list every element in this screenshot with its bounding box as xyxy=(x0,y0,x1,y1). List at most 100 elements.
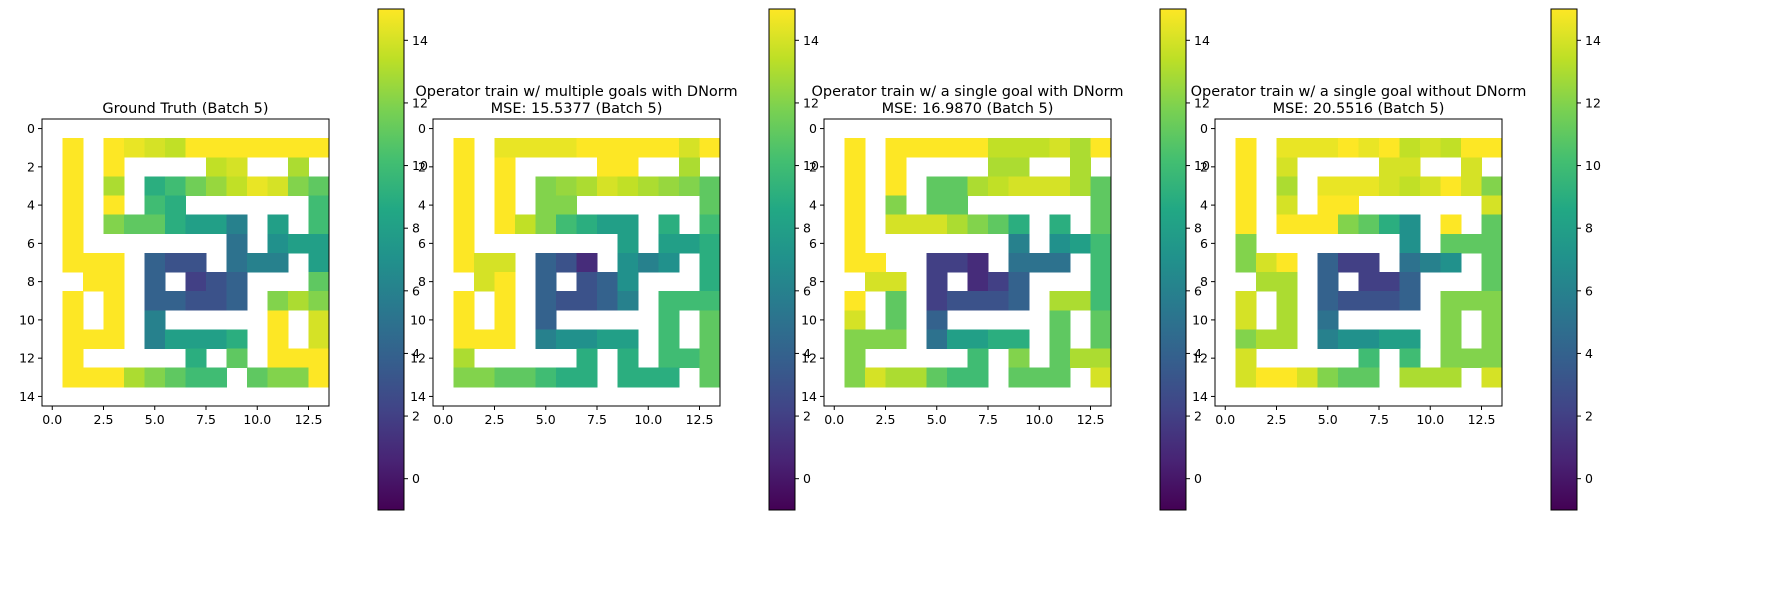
heatmap-cell xyxy=(144,367,166,388)
chart-title: Ground Truth (Batch 5) xyxy=(102,101,268,117)
heatmap-cell xyxy=(947,252,968,273)
heatmap-cell xyxy=(658,176,680,196)
heatmap-cell xyxy=(1029,252,1050,273)
heatmap-cell xyxy=(494,252,516,273)
heatmap-cell xyxy=(165,195,186,216)
heatmap-cell xyxy=(1440,252,1462,273)
colorbar-tick-label: 10 xyxy=(1585,158,1601,173)
heatmap-cell xyxy=(1399,272,1421,292)
heatmap-cell xyxy=(1379,157,1400,177)
heatmap-cell xyxy=(185,272,207,292)
heatmap-cell xyxy=(1235,195,1257,216)
heatmap-cell xyxy=(926,291,948,311)
heatmap-cell xyxy=(308,329,330,349)
y-tick-label: 10 xyxy=(801,312,817,327)
heatmap-panel-4: 0.0 2.5 5.0 7.5 10.0 12.502468101214Operator … xyxy=(1191,8,1601,511)
heatmap-cell xyxy=(679,138,700,158)
heatmap-cell xyxy=(967,291,989,311)
heatmap-cell xyxy=(453,157,475,177)
heatmap-cell xyxy=(885,176,907,196)
heatmap-cell xyxy=(1481,138,1503,158)
x-tick-label: 0.0 xyxy=(433,412,453,427)
heatmap-cell xyxy=(1358,272,1380,292)
heatmap-cell xyxy=(1440,348,1462,369)
heatmap-cell xyxy=(885,272,907,292)
heatmap-cell xyxy=(1029,138,1050,158)
y-tick-label: 0 xyxy=(809,121,817,136)
heatmap-cell xyxy=(267,310,289,330)
heatmap-cell xyxy=(1008,176,1030,196)
heatmap-cell xyxy=(576,329,598,349)
y-tick-label: 8 xyxy=(27,274,35,289)
x-tick-label: 2.5 xyxy=(94,412,114,427)
heatmap-cell xyxy=(906,138,927,158)
colorbar-tick-label: 4 xyxy=(1585,346,1593,361)
axes-frame xyxy=(1214,118,1503,407)
colorbar-tick-label: 10 xyxy=(803,158,819,173)
heatmap-cell xyxy=(494,176,516,196)
heatmap-cell xyxy=(103,214,125,235)
heatmap-cell xyxy=(926,252,948,273)
heatmap-cell xyxy=(1461,233,1482,254)
heatmap-cell xyxy=(515,367,536,388)
heatmap-cell xyxy=(1399,214,1421,235)
heatmap-cell xyxy=(679,176,700,196)
heatmap-cell xyxy=(926,367,948,388)
heatmap-cell xyxy=(515,138,536,158)
heatmap-cell xyxy=(1090,176,1112,196)
heatmap-cell xyxy=(1090,252,1112,273)
heatmap-cell xyxy=(1297,138,1318,158)
heatmap-cell xyxy=(1399,329,1421,349)
heatmap-cell xyxy=(1481,176,1503,196)
heatmap-cell xyxy=(1008,252,1030,273)
heatmap-cell xyxy=(1235,310,1257,330)
heatmap-cell xyxy=(597,138,618,158)
heatmap-cell xyxy=(535,176,557,196)
heatmap-cell xyxy=(947,329,968,349)
heatmap-cell xyxy=(1338,214,1359,235)
heatmap-cell xyxy=(967,176,989,196)
colorbar-tick-label: 4 xyxy=(1194,346,1202,361)
heatmap-cell xyxy=(1420,367,1441,388)
heatmap-cell xyxy=(597,214,618,235)
colorbar-tick-label: 12 xyxy=(412,95,428,110)
heatmap-cell xyxy=(453,310,475,330)
heatmap-cell xyxy=(926,329,948,349)
colorbar-frame xyxy=(768,8,796,511)
heatmap-cell xyxy=(844,348,866,369)
x-tick-label: 2.5 xyxy=(485,412,505,427)
heatmap-cell xyxy=(988,176,1009,196)
heatmap-cell xyxy=(308,195,330,216)
heatmap-cell xyxy=(226,348,248,369)
heatmap-cell xyxy=(83,252,104,273)
heatmap-cell xyxy=(617,329,639,349)
heatmap-panel-2: 0.0 2.5 5.0 7.5 10.0 12.502468101214Operator … xyxy=(410,8,819,511)
heatmap-cell xyxy=(453,252,475,273)
x-tick-label: 7.5 xyxy=(1369,412,1389,427)
x-tick-label: 12.5 xyxy=(295,412,323,427)
heatmap-cell xyxy=(1256,367,1277,388)
heatmap-cell xyxy=(494,329,516,349)
heatmap-cell xyxy=(1049,252,1071,273)
heatmap-cell xyxy=(83,367,104,388)
heatmap-cell xyxy=(844,310,866,330)
heatmap-cell xyxy=(62,214,84,235)
heatmap-cell xyxy=(494,272,516,292)
heatmap-cell xyxy=(1090,138,1112,158)
heatmap-cell xyxy=(103,272,125,292)
heatmap-cell xyxy=(947,291,968,311)
heatmap-cell xyxy=(906,214,927,235)
y-tick-label: 14 xyxy=(19,389,35,404)
chart-subtitle: MSE: 16.9870 (Batch 5) xyxy=(882,101,1054,117)
y-tick-label: 6 xyxy=(1200,236,1208,251)
heatmap-cell xyxy=(556,329,577,349)
heatmap-cell xyxy=(185,176,207,196)
heatmap-cell xyxy=(124,214,145,235)
heatmap-cell xyxy=(308,214,330,235)
heatmap-cell xyxy=(865,367,886,388)
heatmap-cell xyxy=(1276,157,1298,177)
heatmap-cell xyxy=(617,252,639,273)
